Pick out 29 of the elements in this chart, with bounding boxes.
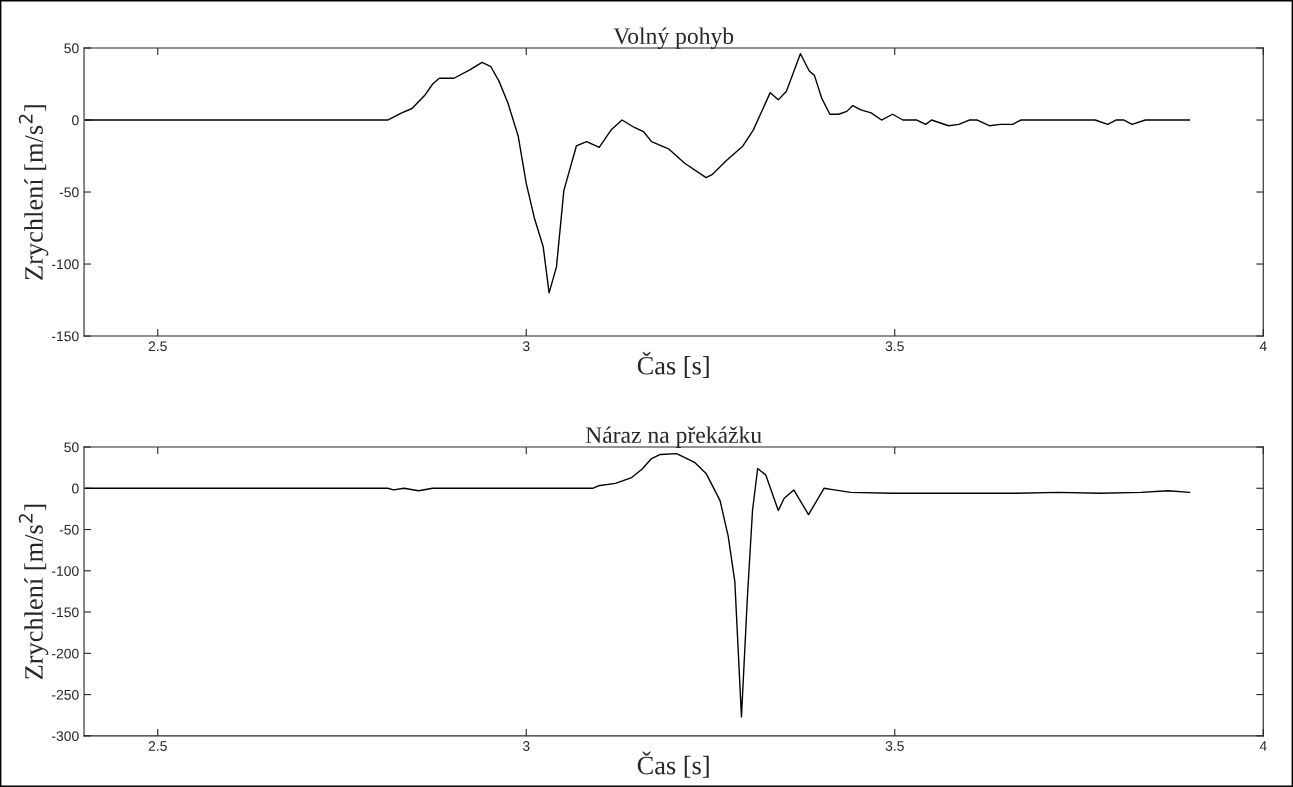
y-tick-label: -100 [52, 259, 79, 270]
line-series [84, 53, 1191, 294]
y-tick-label: -50 [59, 524, 79, 535]
y-tick-label: -50 [59, 187, 79, 198]
x-axis-title: Čas [s] [637, 351, 709, 378]
chart-title: Volný pohyb [613, 27, 734, 49]
y-tick-label: -200 [52, 648, 79, 659]
y-axis-title: Zrychlení [m/s$^{2}$] [18, 105, 49, 280]
y-tick-label: -150 [52, 607, 79, 618]
x-tick-label: 4 [1259, 741, 1267, 751]
y-tick-label: 0 [72, 115, 79, 126]
x-tick-label: 3.5 [885, 341, 904, 352]
y-tick-label: -250 [52, 689, 79, 700]
chart-title: Náraz na překážku [585, 426, 762, 448]
y-tick-label: 50 [64, 442, 79, 453]
x-axis-title: Čas [s] [637, 751, 709, 778]
line-series [84, 452, 1191, 718]
y-tick-label: -300 [52, 731, 79, 742]
x-tick-label: 2.5 [148, 341, 167, 352]
x-tick-label: 2.5 [148, 741, 167, 751]
y-axis-title: Zrychlení [m/s$^{2}$] [18, 504, 49, 680]
x-tick-label: 4 [1259, 341, 1267, 351]
x-tick-label: 3 [522, 741, 530, 751]
x-tick-label: 3.5 [885, 741, 904, 751]
y-tick-label: -150 [52, 331, 79, 342]
y-tick-label: -100 [52, 566, 79, 576]
y-tick-label: 0 [72, 483, 79, 494]
y-tick-label: 50 [64, 43, 79, 54]
x-tick-label: 3 [522, 341, 530, 352]
